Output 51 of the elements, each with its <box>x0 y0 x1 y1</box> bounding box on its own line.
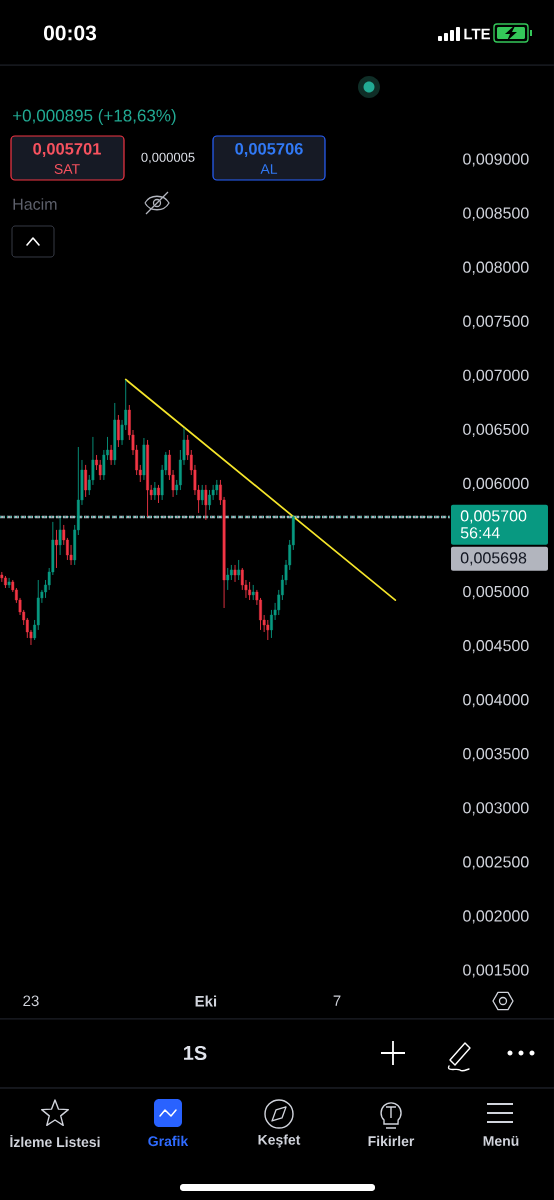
y-tick-label: 0,006500 <box>463 423 529 437</box>
chart-subtitle: +0,000895 (+18,63%) <box>13 109 176 125</box>
y-tick-label: 0,008000 <box>463 261 529 275</box>
y-tick-label: 0,003000 <box>463 802 529 816</box>
y-tick-label: 0,008500 <box>463 207 529 221</box>
y-tick-label: 0,004500 <box>463 639 529 654</box>
candlestick <box>117 414 120 448</box>
candlestick <box>248 581 251 601</box>
annotation: AL <box>260 164 278 174</box>
x-tick-label: 23 <box>23 995 39 1007</box>
ref-line-label: 0,005698 <box>460 552 527 566</box>
candlestick <box>237 559 241 581</box>
y-tick-label: 0,009000 <box>463 153 529 167</box>
candlestick <box>226 567 230 591</box>
candlestick <box>109 444 113 466</box>
y-tick-label: 0,002500 <box>463 856 529 870</box>
x-tick-label: Eki <box>195 995 217 1007</box>
candlestick <box>266 619 270 641</box>
y-tick-label: 0,001500 <box>463 964 529 978</box>
text: İzleme Listesi <box>10 1134 100 1148</box>
candlestick <box>233 564 237 583</box>
candlestick <box>98 459 102 481</box>
candlestick <box>55 529 58 569</box>
text: Menü <box>483 1136 519 1146</box>
candlestick <box>157 484 160 504</box>
text: 1S <box>184 1045 207 1061</box>
text: Fikirler <box>368 1135 415 1147</box>
y-tick-label: 0,002000 <box>463 910 529 924</box>
y-tick-label: 0,005000 <box>463 585 529 600</box>
text: 56:44 <box>460 527 500 539</box>
y-tick-label: 0,003500 <box>463 748 529 762</box>
candlestick <box>200 484 204 506</box>
text: 0,005706 <box>235 142 303 158</box>
text: 0,005701 <box>33 142 101 158</box>
ref-line-label: 0,005700 <box>460 510 527 524</box>
y-tick-label: 0,007500 <box>463 315 529 329</box>
text: LTE <box>464 28 491 40</box>
annotation: Hacim <box>13 198 57 210</box>
annotation: SAT <box>54 164 80 174</box>
x-tick-label: 7 <box>333 995 341 1006</box>
text: Grafik <box>148 1135 189 1147</box>
y-tick-label: 0,006000 <box>463 477 529 491</box>
candlestick <box>153 481 157 501</box>
candlestick <box>208 489 211 511</box>
annotation: 0,000005 <box>141 152 195 164</box>
text: 00:03 <box>43 25 97 41</box>
y-tick-label: 0,004000 <box>463 694 529 708</box>
candlestick <box>58 517 62 556</box>
y-tick-label: 0,007000 <box>463 369 529 383</box>
text: Keşfet <box>258 1134 301 1148</box>
candlestick <box>84 464 88 498</box>
